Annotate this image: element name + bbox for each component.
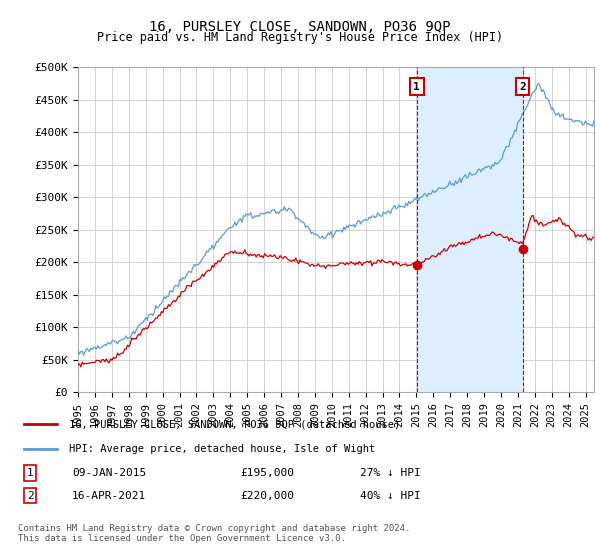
Text: Contains HM Land Registry data © Crown copyright and database right 2024.
This d: Contains HM Land Registry data © Crown c… bbox=[18, 524, 410, 543]
Text: 16, PURSLEY CLOSE, SANDOWN, PO36 9QP: 16, PURSLEY CLOSE, SANDOWN, PO36 9QP bbox=[149, 20, 451, 34]
Text: 2: 2 bbox=[520, 82, 526, 92]
Text: £220,000: £220,000 bbox=[240, 491, 294, 501]
Text: 16, PURSLEY CLOSE, SANDOWN, PO36 9QP (detached house): 16, PURSLEY CLOSE, SANDOWN, PO36 9QP (de… bbox=[69, 419, 400, 429]
Text: Price paid vs. HM Land Registry's House Price Index (HPI): Price paid vs. HM Land Registry's House … bbox=[97, 31, 503, 44]
Text: 1: 1 bbox=[413, 82, 420, 92]
Text: 40% ↓ HPI: 40% ↓ HPI bbox=[360, 491, 421, 501]
Text: 2: 2 bbox=[26, 491, 34, 501]
Bar bbox=[417, 67, 523, 392]
Text: 09-JAN-2015: 09-JAN-2015 bbox=[72, 468, 146, 478]
Text: £195,000: £195,000 bbox=[240, 468, 294, 478]
Text: 16-APR-2021: 16-APR-2021 bbox=[72, 491, 146, 501]
Text: 27% ↓ HPI: 27% ↓ HPI bbox=[360, 468, 421, 478]
Text: 1: 1 bbox=[26, 468, 34, 478]
Text: HPI: Average price, detached house, Isle of Wight: HPI: Average price, detached house, Isle… bbox=[69, 445, 375, 454]
